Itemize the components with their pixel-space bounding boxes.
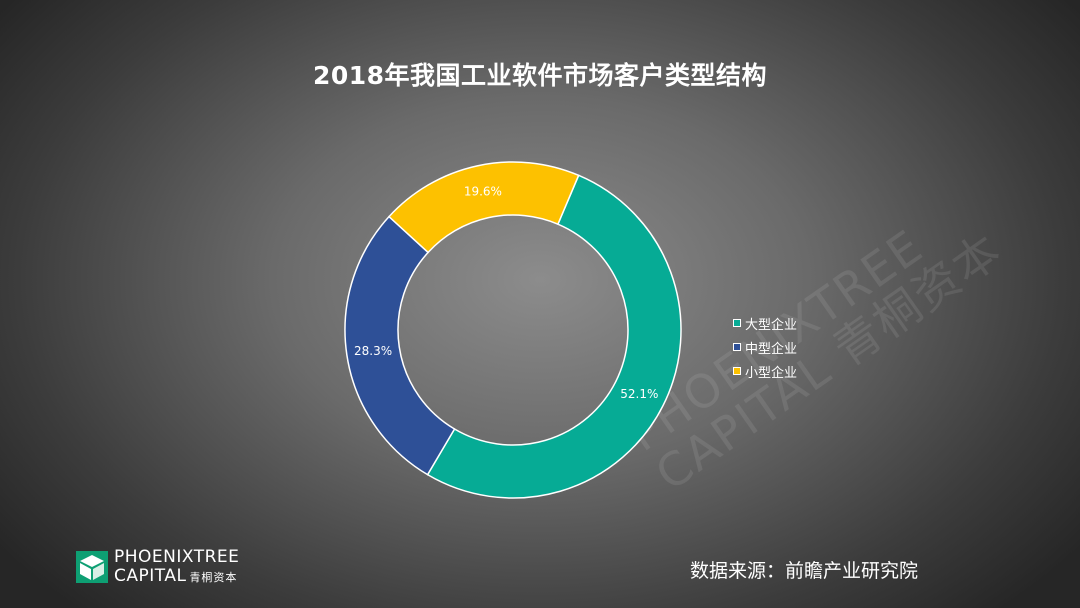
donut-slice-1 [426,174,682,499]
donut-slice-3 [387,161,580,254]
legend-label-2: 中型企业 [745,341,798,357]
data-label-1: 52.1% [620,387,658,401]
data-source: 数据来源：前瞻产业研究院 [690,560,919,582]
logo-name: PHOENIXTREE [114,547,240,567]
legend-item-3: 小型企业 [733,359,797,383]
legend-swatch-1 [733,319,741,327]
legend-item-2: 中型企业 [733,335,797,359]
data-label-3: 19.6% [464,185,502,199]
brand-logo: PHOENIXTREE CAPITAL 青桐资本 [76,549,239,585]
legend-label-1: 大型企业 [745,317,798,333]
donut-data-labels: 52.1% 28.3% 19.6% [354,185,658,401]
logo-mark-icon [76,551,108,583]
logo-chinese-name: 青桐资本 [189,571,238,584]
donut-slices [344,161,682,499]
donut-slice-2 [344,215,456,476]
logo-subname: CAPITAL [114,566,187,586]
legend-item-1: 大型企业 [733,311,797,335]
legend-swatch-2 [733,343,741,351]
legend-swatch-3 [733,367,741,375]
legend-label-3: 小型企业 [745,365,798,381]
chart-legend: 大型企业中型企业小型企业 [733,311,797,383]
chart-title: 2018年我国工业软件市场客户类型结构 [312,61,768,90]
data-label-2: 28.3% [354,344,392,358]
